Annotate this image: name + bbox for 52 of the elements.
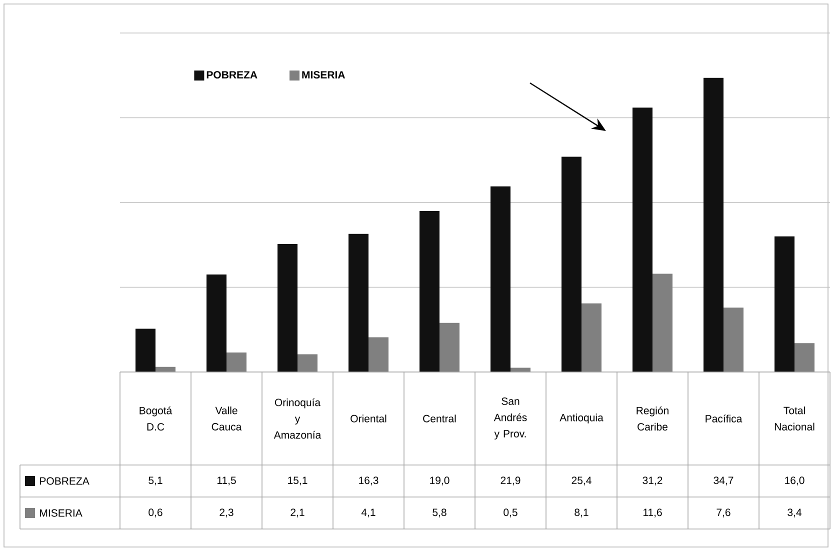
x-tick-label: Orinoquía y Amazonía <box>274 398 322 439</box>
bar <box>724 308 744 372</box>
bar <box>440 322 460 372</box>
bar <box>420 210 440 372</box>
data-label: 7,6 <box>716 508 730 518</box>
bar <box>206 274 227 372</box>
data-label: 31,2 <box>642 476 662 486</box>
text: MISERIA <box>302 71 345 79</box>
x-tick-label: Valle Cauca <box>212 406 242 430</box>
data-label: 0,5 <box>504 508 518 518</box>
data-label: 34,7 <box>714 476 734 486</box>
data-label: 0,6 <box>148 508 162 518</box>
bar <box>774 236 795 372</box>
bar <box>368 337 389 372</box>
bar <box>652 274 673 372</box>
x-tick-label: San Andrés y Prov. <box>494 397 527 440</box>
bar <box>704 78 724 372</box>
data-label: 8,1 <box>574 508 588 518</box>
data-label: 16,3 <box>359 476 378 486</box>
legend-label: POBREZA <box>206 71 258 79</box>
data-label: 11,6 <box>643 508 662 518</box>
data-label: 5,8 <box>432 508 446 518</box>
data-label: 25,4 <box>572 476 592 486</box>
x-tick-label: Total Nacional <box>774 406 814 430</box>
bar <box>298 354 318 372</box>
data-label: 3,4 <box>788 508 802 518</box>
data-label: 11,5 <box>217 476 236 486</box>
data-label: 2,1 <box>290 508 304 518</box>
data-label: 15,1 <box>288 476 308 486</box>
data-label: 2,3 <box>220 508 234 518</box>
x-tick-label: Antioquia <box>560 414 604 424</box>
bar <box>226 352 247 372</box>
bar <box>562 156 582 372</box>
data-label: 16,0 <box>785 476 804 486</box>
x-tick-label: Oriental <box>350 414 386 422</box>
bar <box>490 186 511 372</box>
bar <box>278 244 298 372</box>
data-label: 5,1 <box>148 476 162 486</box>
x-tick-label: Región Caribe <box>636 406 668 431</box>
legend-label: MISERIA <box>40 509 82 517</box>
bar <box>582 303 602 372</box>
bar <box>632 108 653 372</box>
data-label: 21,9 <box>500 476 520 486</box>
bar <box>348 234 369 372</box>
x-tick-label: Bogotá D.C <box>140 406 172 431</box>
x-tick-label: Pacífica <box>706 414 742 422</box>
data-label: 19,0 <box>430 476 450 486</box>
data-label: 4,1 <box>361 508 376 518</box>
text: POBREZA <box>40 477 90 485</box>
x-tick-label: Central <box>423 414 456 422</box>
bar <box>794 343 815 372</box>
bar <box>136 328 156 372</box>
